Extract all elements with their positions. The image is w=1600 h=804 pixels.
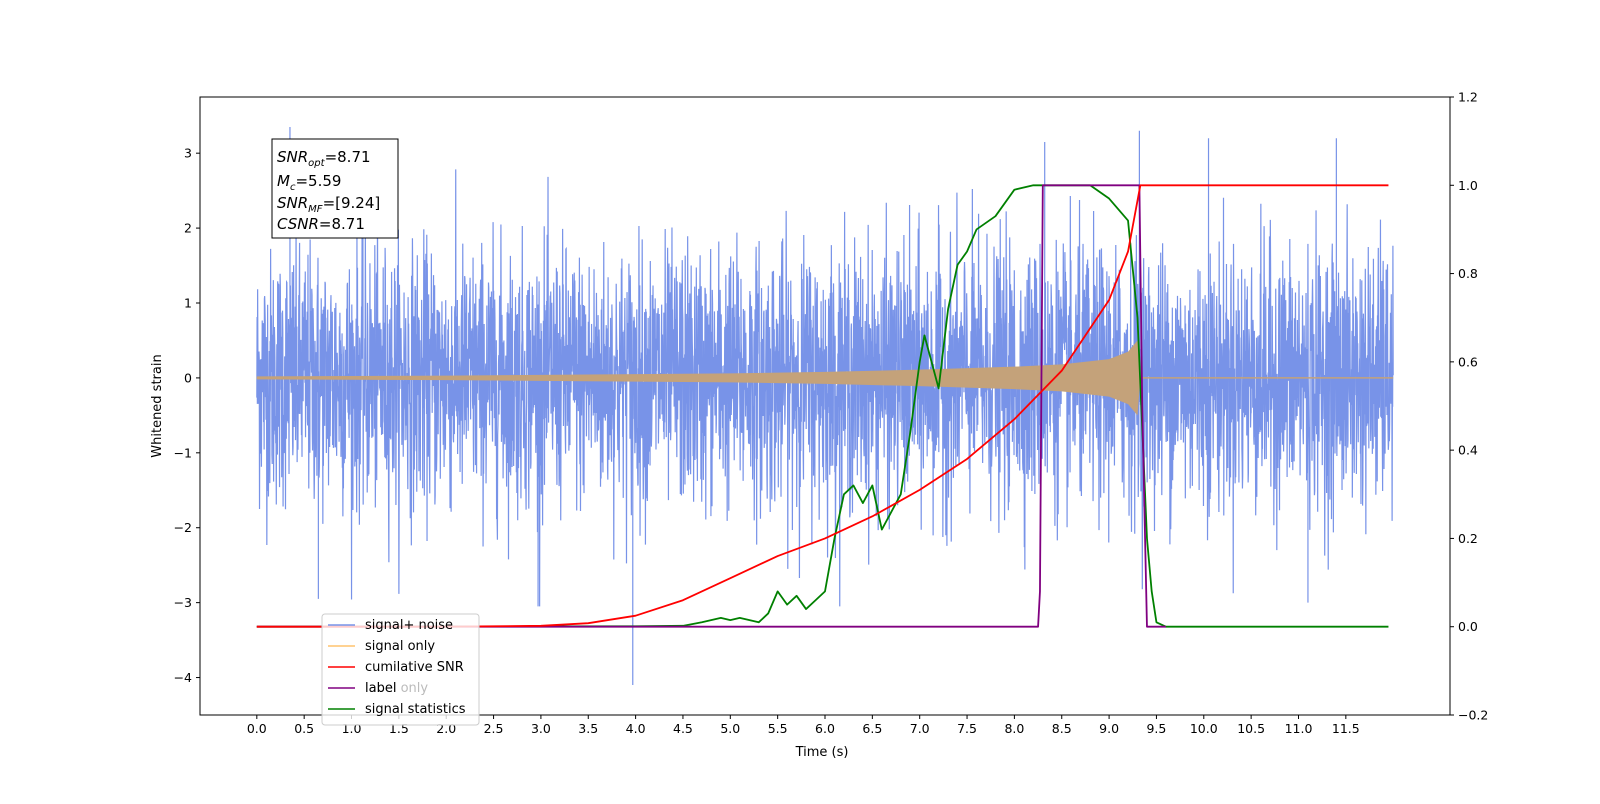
x-tick-label: 11.5 — [1332, 721, 1360, 736]
y2-tick-label: 0.0 — [1458, 619, 1478, 634]
legend-item-signal-only: signal only — [328, 639, 435, 654]
svg-text:signal statistics: signal statistics — [365, 702, 466, 717]
x-tick-label: 7.5 — [957, 721, 977, 736]
svg-text:label only: label only — [365, 681, 428, 696]
x-tick-label: 11.0 — [1285, 721, 1313, 736]
x-axis-label: Time (s) — [795, 745, 849, 760]
x-tick-label: 10.5 — [1237, 721, 1265, 736]
y2-tick-label: 0.2 — [1458, 531, 1478, 546]
y2-tick-label: 0.6 — [1458, 354, 1478, 369]
svg-text:signal only: signal only — [365, 639, 435, 654]
x-tick-label: 5.0 — [720, 721, 740, 736]
svg-text:label: label — [365, 681, 396, 696]
y-axis-label: Whitened strain — [150, 354, 165, 457]
svg-text:cumilative SNR: cumilative SNR — [365, 660, 464, 675]
x-tick-label: 0.5 — [294, 721, 314, 736]
y-tick-label: −4 — [174, 670, 192, 685]
y-tick-label: 2 — [184, 221, 192, 236]
x-tick-label: 4.0 — [626, 721, 646, 736]
y-axis-left: 3 2 1 0 −1 −2 −3 −4 — [174, 146, 200, 685]
y-tick-label: 1 — [184, 296, 192, 311]
legend-item-cumulative-snr: cumilative SNR — [328, 660, 464, 675]
x-tick-label: 6.0 — [815, 721, 835, 736]
x-tick-label: 3.0 — [531, 721, 551, 736]
x-tick-label: 9.5 — [1146, 721, 1166, 736]
cumulative-snr-line — [256, 184, 1389, 628]
y-tick-label: 0 — [184, 370, 192, 385]
series-lines — [256, 184, 1389, 628]
legend-item-label-only: label only — [365, 681, 428, 696]
x-tick-label: 10.0 — [1190, 721, 1218, 736]
x-tick-label: 0.0 — [247, 721, 267, 736]
y-tick-label: −3 — [174, 595, 192, 610]
stat-csnr: CSNR=8.71 — [277, 215, 365, 233]
noise-trace — [256, 126, 1394, 686]
x-tick-label: 2.5 — [484, 721, 504, 736]
stats-box: SNRopt=8.71 Mc=5.59 SNRMF=[9.24] CSNR=8.… — [271, 138, 399, 239]
x-tick-label: 6.5 — [862, 721, 882, 736]
legend-item-signal-statistics: signal statistics — [328, 702, 466, 717]
x-axis: 0.0 0.5 1.0 1.5 2.0 2.5 3.0 3.5 4.0 4.5 5.0 5.5 6.0 6… — [247, 715, 1360, 736]
stat-snr-mf: SNRMF=[9.24] — [277, 194, 380, 215]
stat-mc: Mc=5.59 — [277, 172, 341, 193]
y-axis-right: 1.2 1.0 0.8 0.6 0.4 0.2 0.0 −0.2 — [1450, 90, 1488, 723]
y2-tick-label: 0.8 — [1458, 266, 1478, 281]
x-tick-label: 5.5 — [768, 721, 788, 736]
y2-tick-label: 1.0 — [1458, 178, 1478, 193]
legend: signal+ noise signal only cumilative SNR… — [321, 613, 480, 726]
series-signal-noise — [256, 126, 1394, 686]
legend-item-label: label — [328, 681, 396, 696]
svg-text:signal+ noise: signal+ noise — [365, 618, 453, 633]
y2-tick-label: −0.2 — [1458, 708, 1488, 723]
x-tick-label: 3.5 — [578, 721, 598, 736]
y-tick-label: −1 — [174, 445, 192, 460]
y2-tick-label: 1.2 — [1458, 90, 1478, 105]
x-tick-label: 8.0 — [1004, 721, 1024, 736]
x-tick-label: 8.5 — [1052, 721, 1072, 736]
stat-snr-opt: SNRopt=8.71 — [277, 148, 371, 169]
legend-item-signal-noise: signal+ noise — [328, 618, 453, 633]
y-tick-label: 3 — [184, 146, 192, 161]
series-signal-only — [256, 340, 1394, 416]
y2-tick-label: 0.4 — [1458, 443, 1478, 458]
y-tick-label: −2 — [174, 520, 192, 535]
x-tick-label: 7.0 — [910, 721, 930, 736]
x-tick-label: 9.0 — [1099, 721, 1119, 736]
signal-statistics-line — [256, 184, 1389, 628]
x-tick-label: 4.5 — [673, 721, 693, 736]
label-line — [256, 184, 1166, 628]
